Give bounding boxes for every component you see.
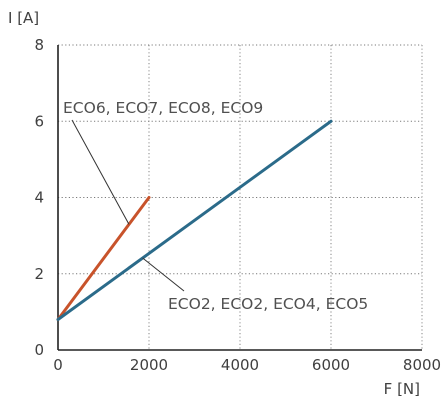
- y-axis-label: I [A]: [8, 9, 39, 27]
- axes: [57, 45, 422, 351]
- x-tick-label: 8000: [403, 356, 441, 374]
- y-tick-label: 0: [34, 341, 44, 359]
- series-1-line: [56, 196, 151, 321]
- x-tick-label: 2000: [130, 356, 168, 374]
- series-1-annotation: ECO6, ECO7, ECO8, ECO9: [63, 99, 263, 117]
- series: [56, 119, 333, 321]
- series-2-annotation: ECO2, ECO2, ECO4, ECO5: [168, 295, 368, 313]
- x-axis-label: F [N]: [384, 380, 420, 398]
- series-2-leader-line: [142, 257, 185, 292]
- x-tick-label: 6000: [312, 356, 350, 374]
- grid: [58, 44, 423, 350]
- x-tick-label: 4000: [221, 356, 259, 374]
- x-tick-label: 0: [53, 356, 63, 374]
- x-tick-labels: 0 2000 4000 6000 8000: [53, 356, 441, 374]
- y-tick-label: 8: [34, 36, 44, 54]
- y-tick-label: 6: [34, 112, 44, 130]
- y-tick-label: 4: [34, 189, 44, 207]
- series-1-leader-line: [71, 119, 130, 225]
- y-tick-label: 2: [34, 265, 44, 283]
- series-2-line: [56, 119, 333, 321]
- y-tick-labels: 0 2 4 6 8: [34, 36, 44, 359]
